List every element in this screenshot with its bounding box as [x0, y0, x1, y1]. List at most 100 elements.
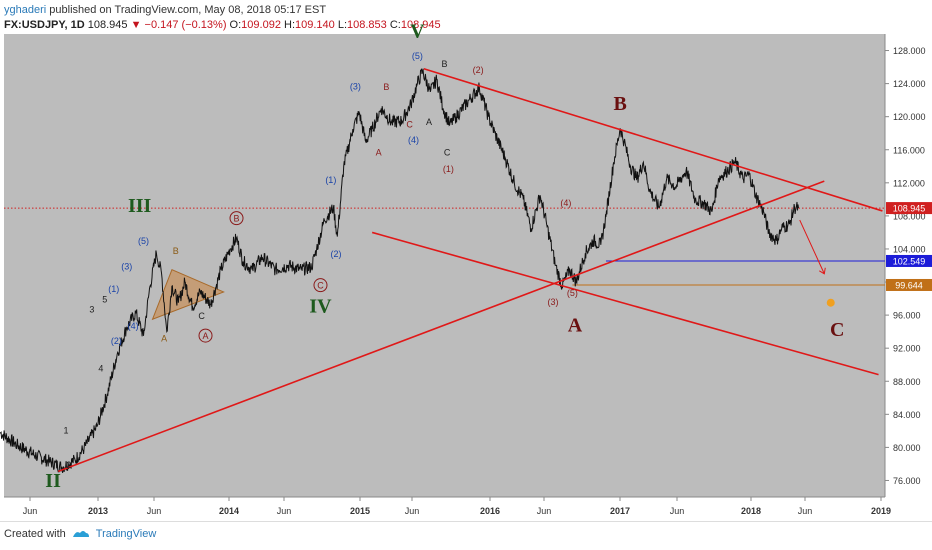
- x-tick-label: 2019: [871, 506, 891, 516]
- wave-label: (5): [412, 51, 423, 61]
- x-tick-label: 2017: [610, 506, 630, 516]
- level-price-label: 99.644: [895, 280, 923, 290]
- wave-label: III: [128, 195, 152, 217]
- open-value: 109.092: [241, 19, 281, 31]
- level-price-tag: [886, 254, 932, 267]
- target-marker: [826, 298, 835, 307]
- trendline: [423, 67, 883, 212]
- y-tick-label: 80.000: [893, 443, 921, 453]
- footer: Created with TradingView: [4, 528, 156, 540]
- y-tick-label: 112.000: [893, 178, 925, 188]
- wave-label: B: [383, 82, 389, 92]
- open-label: O:: [229, 19, 242, 31]
- y-tick-label: 128.000: [893, 46, 926, 56]
- y-tick-label: 96.000: [893, 311, 921, 321]
- wave-label: B: [234, 214, 240, 224]
- wave-label: 3: [89, 305, 94, 315]
- wave-label-circle: [313, 278, 328, 293]
- x-tick-label: Jun: [670, 506, 685, 516]
- close-label: C:: [389, 19, 401, 31]
- wave-label: (3): [121, 262, 132, 272]
- wave-label: (2): [473, 65, 484, 75]
- close-value: 108.945: [400, 19, 441, 31]
- low-label: L:: [337, 19, 348, 31]
- wave-label: 1: [63, 425, 68, 435]
- last-price: 108.945: [87, 19, 128, 31]
- publish-text: published on TradingView.com, May 08, 20…: [49, 4, 327, 16]
- x-tick-label: 2014: [219, 506, 239, 516]
- y-tick-label: 76.000: [893, 476, 921, 486]
- wave-label: B: [441, 59, 447, 69]
- wave-label: (1): [325, 175, 336, 185]
- wave-label-circle: [229, 211, 244, 226]
- price-chart[interactable]: 76.00080.00084.00088.00092.00096.000100.…: [0, 0, 932, 520]
- wave-label: 2: [66, 460, 71, 470]
- wave-label: (2): [330, 249, 341, 259]
- wave-label: (5): [567, 288, 578, 298]
- wave-label: IV: [309, 296, 332, 318]
- plot-background: [4, 34, 885, 497]
- x-tick-label: 2018: [741, 506, 761, 516]
- y-tick-label: 84.000: [893, 410, 921, 420]
- projection-arrowhead: [819, 267, 826, 275]
- y-tick-label: 88.000: [893, 377, 921, 387]
- quote-line: FX:USDJPY, 1D 108.945 ▼ −0.147 (−0.13%) …: [4, 19, 441, 31]
- y-tick-label: 124.000: [893, 79, 926, 89]
- wave-label: A: [568, 315, 583, 337]
- price-line: [0, 68, 799, 473]
- wave-label: V: [410, 20, 425, 42]
- x-tick-label: Jun: [798, 506, 813, 516]
- x-tick-label: 2016: [480, 506, 500, 516]
- level-price-tag: [886, 278, 932, 291]
- wave-label: (3): [350, 81, 361, 91]
- wave-label: 4: [98, 363, 103, 373]
- y-tick-label: 104.000: [893, 244, 926, 254]
- wave-label: (3): [548, 297, 559, 307]
- x-tick-label: 2015: [350, 506, 370, 516]
- trendline: [57, 180, 825, 473]
- symbol-label: FX:USDJPY, 1D: [4, 19, 85, 31]
- footer-divider: [0, 521, 932, 522]
- high-value: 109.140: [295, 19, 335, 31]
- wave-label: A: [203, 331, 209, 341]
- y-tick-label: 116.000: [893, 145, 925, 155]
- wave-label: (2): [111, 336, 122, 346]
- tradingview-logo-icon: [72, 531, 89, 537]
- wave-label: (4): [560, 198, 571, 208]
- wave-label: (1): [108, 284, 119, 294]
- wave-label: 5: [102, 295, 107, 305]
- wave-label: C: [198, 311, 205, 321]
- wave-label: B: [614, 93, 627, 115]
- wave-label: B: [173, 246, 179, 256]
- x-tick-label: Jun: [405, 506, 420, 516]
- x-tick-label: Jun: [23, 506, 38, 516]
- author-link[interactable]: yghaderi: [4, 4, 47, 16]
- high-label: H:: [284, 19, 295, 31]
- x-tick-label: Jun: [277, 506, 292, 516]
- wave-label: C: [317, 281, 324, 291]
- projection-arrow: [799, 219, 825, 274]
- wave-label: (4): [128, 321, 139, 331]
- wave-label: A: [426, 117, 432, 127]
- x-tick-label: 2013: [88, 506, 108, 516]
- wave-label-circle: [198, 328, 213, 343]
- y-tick-label: 120.000: [893, 112, 926, 122]
- price-change: ▼ −0.147 (−0.13%): [130, 19, 227, 31]
- wave-label: C: [444, 148, 451, 158]
- wave-label: (4): [408, 135, 419, 145]
- wave-label: A: [376, 148, 382, 158]
- y-tick-label: 92.000: [893, 344, 921, 354]
- trendline: [371, 231, 879, 376]
- created-with-text: Created with: [4, 528, 66, 540]
- last-price-tag-label: 108.945: [893, 204, 926, 214]
- last-price-tag: [886, 202, 932, 215]
- y-tick-label: 108.000: [893, 211, 926, 221]
- wave-label: (5): [138, 236, 149, 246]
- wave-label: II: [45, 470, 61, 492]
- low-value: 108.853: [347, 19, 387, 31]
- tradingview-brand-link[interactable]: TradingView: [95, 528, 157, 540]
- publish-info: yghaderi published on TradingView.com, M…: [4, 4, 326, 16]
- x-tick-label: Jun: [147, 506, 162, 516]
- wave-label: C: [406, 119, 413, 129]
- wave-label: A: [161, 334, 167, 344]
